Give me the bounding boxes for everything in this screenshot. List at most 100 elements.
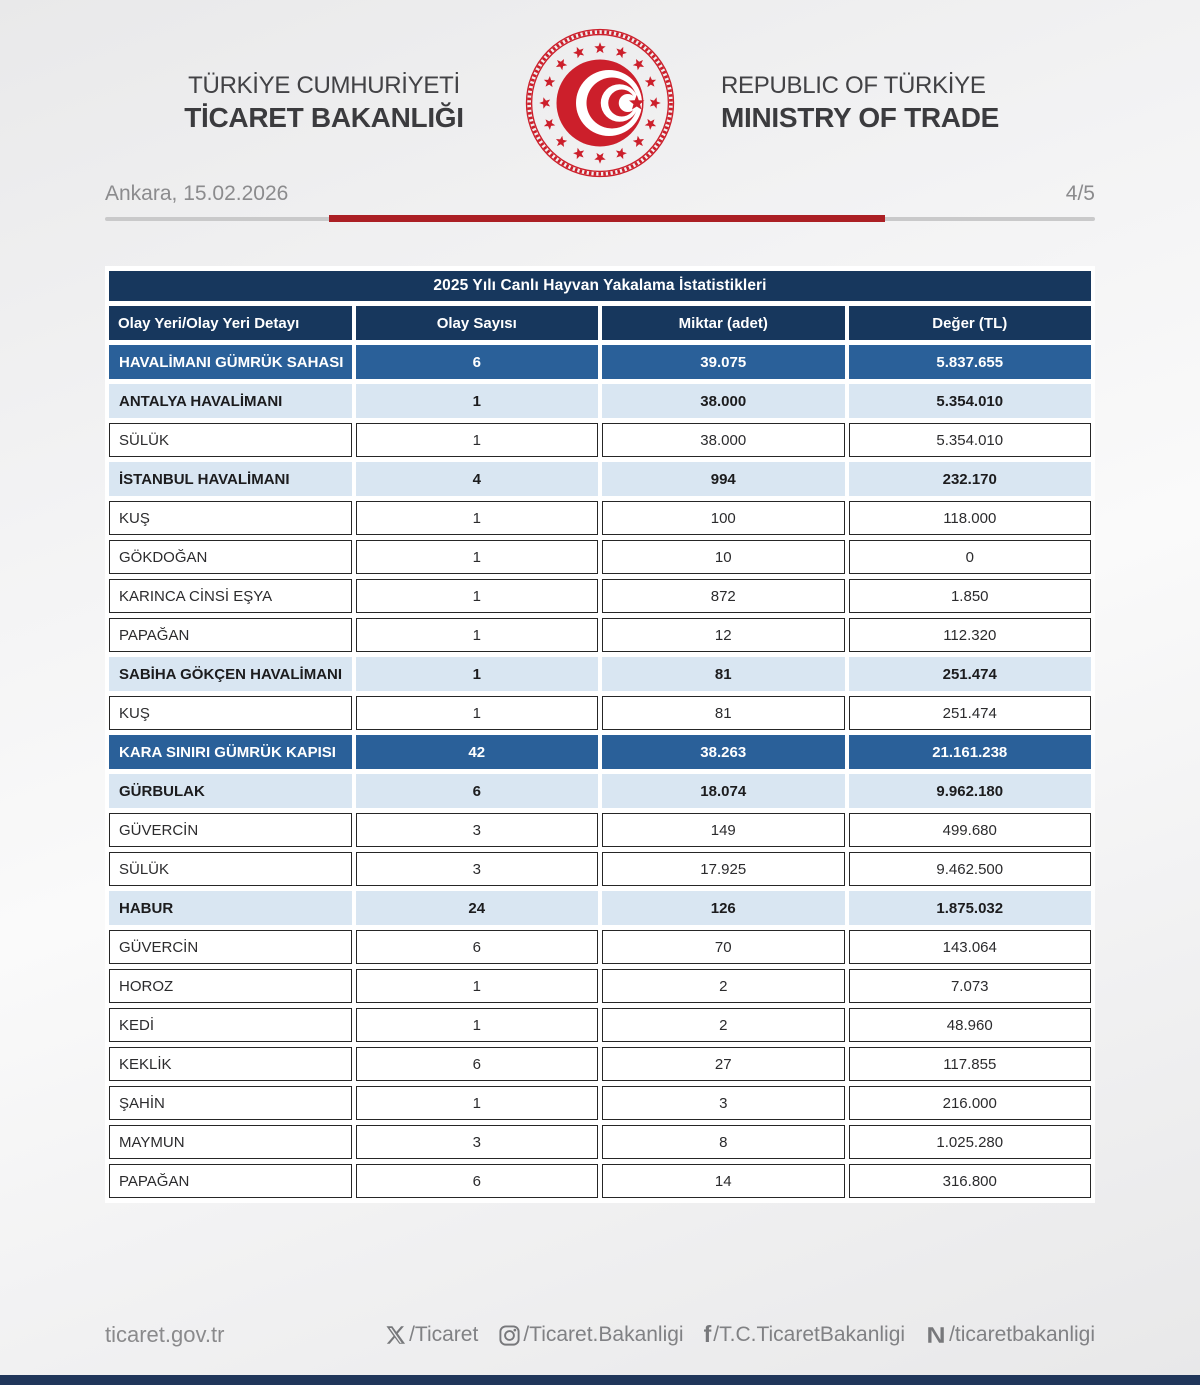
- table-row: KEDİ 1 2 48.960: [109, 1008, 1091, 1042]
- row-value-cell: 499.680: [848, 813, 1091, 847]
- row-value-cell: 6: [355, 774, 598, 808]
- row-value-cell: 38.263: [602, 735, 845, 769]
- row-value-cell: 117.855: [848, 1047, 1091, 1081]
- row-label-cell: GÖKDOĞAN: [109, 540, 352, 574]
- row-value-cell: 81: [602, 696, 845, 730]
- social-handle: /T.C.TicaretBakanligi: [713, 1323, 906, 1346]
- table-row: İSTANBUL HAVALİMANI 4 994 232.170: [109, 462, 1091, 496]
- row-value-cell: 6: [355, 930, 598, 964]
- row-value-cell: 6: [355, 345, 598, 379]
- social-links: /Ticaret/Ticaret.Bakanligi f/T.C.TicaretB…: [385, 1322, 1095, 1348]
- row-label-cell: PAPAĞAN: [109, 1164, 352, 1198]
- table-row: KARA SINIRI GÜMRÜK KAPISI 42 38.263 21.161.…: [109, 735, 1091, 769]
- row-value-cell: 251.474: [848, 696, 1091, 730]
- website-link[interactable]: ticaret.gov.tr: [105, 1322, 225, 1347]
- row-value-cell: 8: [602, 1125, 845, 1159]
- table-row: GÜRBULAK 6 18.074 9.962.180: [109, 774, 1091, 808]
- row-value-cell: 3: [355, 813, 598, 847]
- row-value-cell: 3: [355, 852, 598, 886]
- row-value-cell: 118.000: [848, 501, 1091, 535]
- social-link[interactable]: /Ticaret.Bakanligi: [498, 1323, 684, 1347]
- row-label-cell: ŞAHİN: [109, 1086, 352, 1120]
- row-value-cell: 1: [355, 657, 598, 691]
- table-row: SÜLÜK 1 38.000 5.354.010: [109, 423, 1091, 457]
- table-row: GÜVERCİN 6 70 143.064: [109, 930, 1091, 964]
- row-value-cell: 9.462.500: [848, 852, 1091, 886]
- row-value-cell: 17.925: [602, 852, 845, 886]
- table-row: ŞAHİN 1 3 216.000: [109, 1086, 1091, 1120]
- org-tr-line2: TİCARET BAKANLIĞI: [184, 102, 464, 134]
- table-row: HOROZ 1 2 7.073: [109, 969, 1091, 1003]
- social-handle: /Ticaret: [409, 1323, 479, 1346]
- table-row: ANTALYA HAVALİMANI 1 38.000 5.354.010: [109, 384, 1091, 418]
- org-en-line2: MINISTRY OF TRADE: [721, 102, 1000, 134]
- row-value-cell: 1: [355, 423, 598, 457]
- bottom-accent-bar: [0, 1375, 1200, 1385]
- row-label-cell: HOROZ: [109, 969, 352, 1003]
- social-link[interactable]: /ticaretbakanligi: [925, 1323, 1095, 1347]
- row-value-cell: 70: [602, 930, 845, 964]
- table-row: SÜLÜK 3 17.925 9.462.500: [109, 852, 1091, 886]
- row-label-cell: KUŞ: [109, 696, 352, 730]
- ministry-of-trade-logo-icon: [525, 28, 675, 178]
- row-label-cell: İSTANBUL HAVALİMANI: [109, 462, 352, 496]
- social-handle: /Ticaret.Bakanligi: [523, 1323, 684, 1346]
- row-value-cell: 1.875.032: [848, 891, 1091, 925]
- row-label-cell: KARA SINIRI GÜMRÜK KAPISI: [109, 735, 352, 769]
- row-label-cell: GÜVERCİN: [109, 813, 352, 847]
- row-value-cell: 27: [602, 1047, 845, 1081]
- row-label-cell: PAPAĞAN: [109, 618, 352, 652]
- row-value-cell: 5.354.010: [848, 423, 1091, 457]
- column-header: Miktar (adet): [602, 306, 845, 340]
- row-value-cell: 1: [355, 540, 598, 574]
- row-value-cell: 81: [602, 657, 845, 691]
- row-value-cell: 14: [602, 1164, 845, 1198]
- row-value-cell: 38.000: [602, 384, 845, 418]
- instagram-icon: [498, 1324, 521, 1347]
- row-label-cell: SABİHA GÖKÇEN HAVALİMANI: [109, 657, 352, 691]
- row-label-cell: GÜRBULAK: [109, 774, 352, 808]
- table-row: HABUR 24 126 1.875.032: [109, 891, 1091, 925]
- row-value-cell: 216.000: [848, 1086, 1091, 1120]
- social-link[interactable]: f/T.C.TicaretBakanligi: [704, 1322, 906, 1348]
- row-label-cell: MAYMUN: [109, 1125, 352, 1159]
- org-name-turkish: TÜRKİYE CUMHURİYETİ TİCARET BAKANLIĞI: [169, 71, 479, 135]
- table-row: GÜVERCİN 3 149 499.680: [109, 813, 1091, 847]
- row-value-cell: 7.073: [848, 969, 1091, 1003]
- row-label-cell: SÜLÜK: [109, 423, 352, 457]
- row-value-cell: 316.800: [848, 1164, 1091, 1198]
- nsosyal-icon: [925, 1324, 947, 1346]
- accent-divider: [105, 215, 1095, 222]
- row-value-cell: 126: [602, 891, 845, 925]
- row-value-cell: 3: [355, 1125, 598, 1159]
- row-value-cell: 39.075: [602, 345, 845, 379]
- table-row: KEKLİK 6 27 117.855: [109, 1047, 1091, 1081]
- row-label-cell: KUŞ: [109, 501, 352, 535]
- row-label-cell: ANTALYA HAVALİMANI: [109, 384, 352, 418]
- row-value-cell: 1: [355, 579, 598, 613]
- row-value-cell: 38.000: [602, 423, 845, 457]
- table-row: GÖKDOĞAN 1 10 0: [109, 540, 1091, 574]
- row-value-cell: 100: [602, 501, 845, 535]
- letterhead: TÜRKİYE CUMHURİYETİ TİCARET BAKANLIĞI: [0, 0, 1200, 178]
- row-label-cell: KEKLİK: [109, 1047, 352, 1081]
- row-label-cell: HABUR: [109, 891, 352, 925]
- row-value-cell: 1: [355, 696, 598, 730]
- column-header: Değer (TL): [848, 306, 1091, 340]
- row-value-cell: 872: [602, 579, 845, 613]
- row-value-cell: 1: [355, 1008, 598, 1042]
- row-value-cell: 6: [355, 1164, 598, 1198]
- table-header-row: Olay Yeri/Olay Yeri Detayı Olay Sayısı Mik…: [109, 306, 1091, 340]
- dateline-row: Ankara, 15.02.2026 4/5: [105, 182, 1095, 206]
- page-indicator: 4/5: [1065, 182, 1095, 205]
- row-label-cell: GÜVERCİN: [109, 930, 352, 964]
- row-value-cell: 1: [355, 969, 598, 1003]
- table-row: KUŞ 1 81 251.474: [109, 696, 1091, 730]
- column-header: Olay Yeri/Olay Yeri Detayı: [109, 306, 352, 340]
- row-value-cell: 3: [602, 1086, 845, 1120]
- social-link[interactable]: /Ticaret: [385, 1323, 478, 1347]
- table-row: HAVALİMANI GÜMRÜK SAHASI 6 39.075 5.837.655: [109, 345, 1091, 379]
- x-icon: [385, 1324, 407, 1346]
- table-title-row: 2025 Yılı Canlı Hayvan Yakalama İstatist…: [109, 271, 1091, 301]
- row-value-cell: 0: [848, 540, 1091, 574]
